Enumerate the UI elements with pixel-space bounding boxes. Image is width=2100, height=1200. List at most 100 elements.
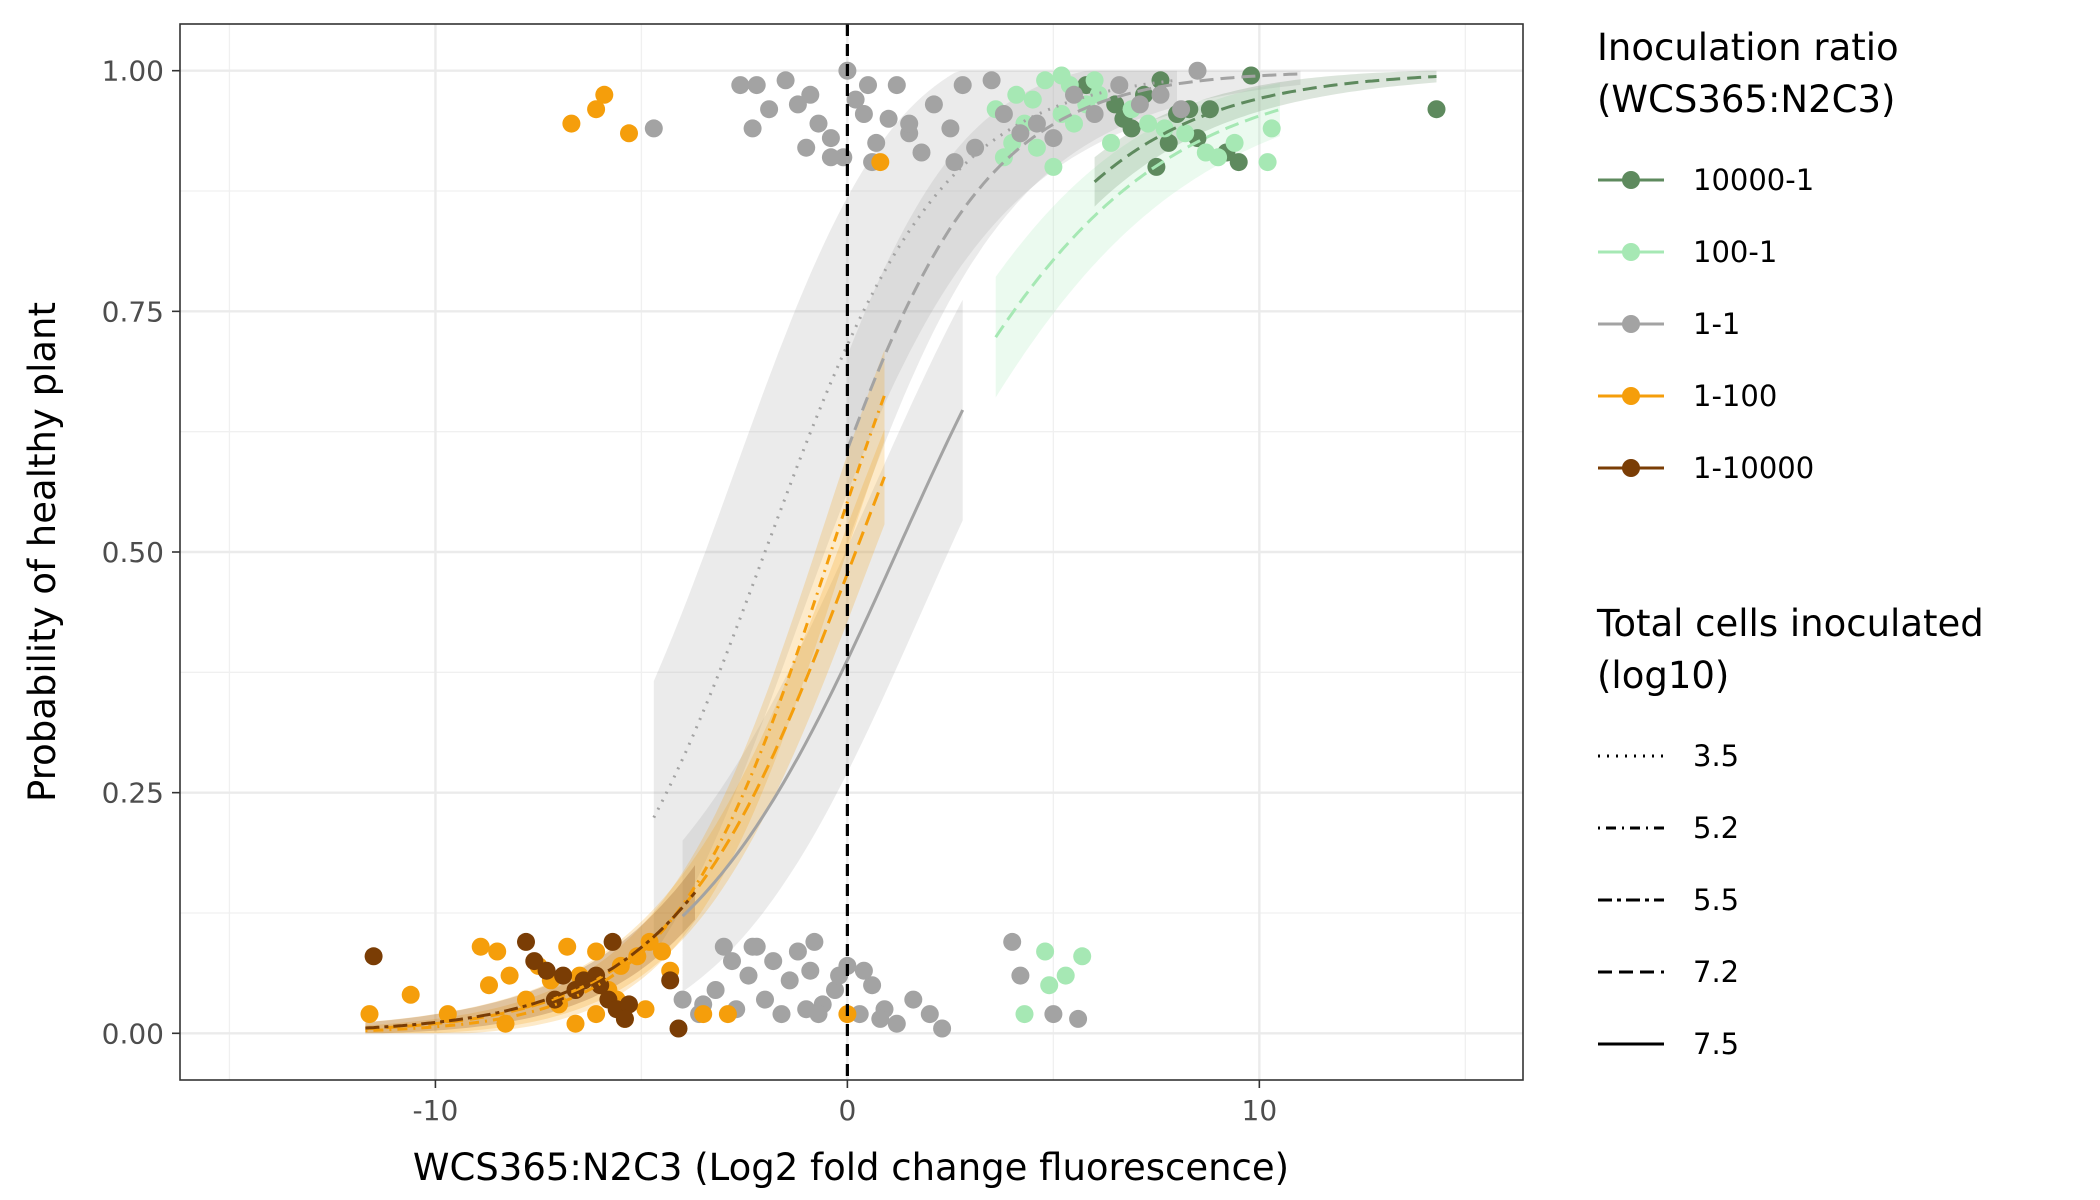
data-point-1-1 (809, 114, 828, 133)
data-point-1-100 (636, 1000, 655, 1019)
legend-color-title-line-2: (WCS365:N2C3) (1597, 78, 1895, 121)
data-point-1-10000 (517, 932, 535, 951)
y-tick-label: 0.25 (102, 777, 164, 810)
legend-label-1-100: 1-100 (1693, 379, 1777, 413)
data-point-1-1 (826, 981, 844, 999)
data-point-100-1 (1023, 90, 1042, 109)
data-point-100-1 (1007, 85, 1026, 104)
data-point-1-100 (587, 942, 606, 961)
data-point-1-1 (747, 76, 766, 95)
legend-key-point-100-1 (1622, 243, 1640, 261)
legend-label-10000-1: 10000-1 (1693, 163, 1814, 197)
data-point-10000-1 (1229, 153, 1248, 172)
data-point-1-100 (694, 1005, 713, 1024)
data-point-1-1 (1011, 966, 1030, 985)
data-point-1-1 (772, 1005, 791, 1024)
data-point-1-10000 (537, 961, 556, 980)
confidence-band-1-1-7.5 (682, 299, 963, 992)
data-point-1-10000 (615, 1009, 634, 1028)
y-axis-ticks: 0.00 0.25 0.50 0.75 1.00 (102, 55, 180, 1050)
data-point-1-1 (801, 85, 820, 104)
data-point-1-100 (653, 942, 671, 961)
y-tick-label: 1.00 (102, 55, 164, 88)
data-point-100-1 (1044, 157, 1063, 176)
legend-linetype-label-5.5: 5.5 (1693, 883, 1739, 917)
data-point-1-1 (854, 961, 873, 980)
data-point-100-1 (1056, 966, 1075, 985)
y-tick-label: 0.50 (102, 536, 164, 569)
confidence-band-1-1-3.5 (653, 70, 1177, 955)
data-point-1-100 (401, 985, 420, 1004)
data-point-1-1 (887, 76, 906, 95)
data-point-1-1 (859, 76, 877, 95)
data-point-1-100 (620, 124, 638, 143)
data-point-1-1 (900, 114, 919, 133)
confidence-band-100-1-7.2 (995, 83, 1280, 398)
data-point-100-1 (1089, 85, 1108, 104)
fit-line-1-10000-5.5 (365, 891, 697, 1030)
data-point-1-1 (801, 961, 820, 980)
data-point-1-1 (1085, 105, 1104, 123)
data-point-1-1 (850, 1005, 869, 1024)
data-point-1-1 (776, 71, 795, 90)
fit-line-100-1-7.2 (994, 108, 1281, 339)
data-point-1-1 (953, 76, 972, 95)
data-point-1-100 (517, 990, 535, 1009)
data-point-100-1 (1085, 71, 1104, 90)
legend-linetype-label-7.5: 7.5 (1693, 1027, 1739, 1061)
data-point-1-100 (360, 1005, 379, 1024)
data-point-1-1 (644, 119, 663, 138)
legend-label-100-1: 100-1 (1693, 235, 1777, 269)
fit-line-1-1-7.5 (681, 409, 965, 918)
data-point-100-1 (1015, 1005, 1034, 1024)
legend-linetype-label-7.2: 7.2 (1693, 955, 1739, 989)
data-point-100-1 (1073, 947, 1092, 966)
data-point-1-1 (871, 1009, 890, 1028)
data-point-1-1 (863, 976, 882, 995)
data-point-1-1 (854, 105, 873, 123)
data-point-1-1 (821, 129, 840, 148)
data-point-1-1 (945, 153, 964, 172)
data-point-1-1 (1011, 124, 1030, 143)
fit-line-1-100-5.2 (365, 394, 886, 1033)
data-point-1-1 (1172, 100, 1191, 119)
data-point-1-100 (718, 1005, 737, 1024)
data-point-1-1 (743, 119, 762, 138)
data-point-1-1 (714, 937, 733, 956)
data-point-100-1 (1258, 153, 1277, 172)
data-point-1-1 (743, 937, 762, 956)
data-point-100-1 (1065, 114, 1083, 133)
data-point-1-1 (867, 133, 886, 152)
data-point-1-1 (673, 990, 692, 1009)
data-point-1-1 (805, 932, 824, 951)
data-point-100-1 (1262, 119, 1281, 138)
data-point-1-1 (821, 148, 840, 167)
x-tick-label: 10 (1242, 1094, 1278, 1127)
data-point-1-1 (966, 138, 985, 157)
data-point-1-1 (982, 71, 1001, 90)
data-point-1-100 (595, 85, 614, 104)
data-point-1-1 (994, 105, 1013, 123)
confidence-band-1-1-7.2 (847, 70, 1301, 544)
data-point-1-10000 (661, 971, 680, 990)
confidence-band-1-100-5.2 (365, 349, 885, 1034)
data-point-1-10000 (669, 1019, 688, 1038)
data-point-1-100 (587, 100, 606, 119)
data-point-1-1 (830, 966, 849, 985)
data-point-1-1 (1110, 76, 1129, 95)
data-point-100-1 (1139, 114, 1158, 133)
data-point-1-10000 (620, 995, 638, 1014)
data-point-1-100 (488, 942, 507, 961)
legend-linetype-label-3.5: 3.5 (1693, 739, 1739, 773)
data-point-1-100 (500, 966, 519, 985)
data-point-1-10000 (525, 952, 544, 971)
data-point-1-1 (706, 981, 725, 999)
data-point-100-1 (994, 148, 1013, 167)
legend-key-point-1-1 (1622, 315, 1640, 333)
legend-inoculation-ratio: Inoculation ratio (WCS365:N2C3) 10000-11… (1597, 26, 1899, 485)
data-point-1-1 (933, 1019, 952, 1038)
data-point-1-1 (760, 100, 779, 119)
data-point-1-1 (756, 990, 774, 1009)
fit-lines (365, 72, 1437, 1033)
legend-total-cells: Total cells inoculated (log10) 3.5 5.2 5.5… (1596, 602, 1984, 1061)
